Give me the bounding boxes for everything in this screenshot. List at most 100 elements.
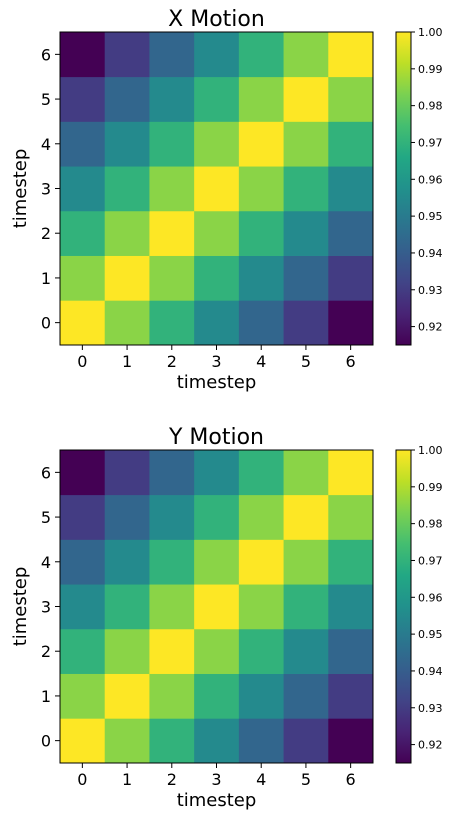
x-tick-label: 4 <box>256 352 266 371</box>
heatmap-cell-1-2 <box>104 628 150 674</box>
heatmap-cell-1-0 <box>104 718 150 764</box>
heatmap-cell-4-1 <box>238 255 284 301</box>
heatmap-cell-5-0 <box>283 300 329 346</box>
x-tick-label: 6 <box>346 352 356 371</box>
heatmap-cell-4-5 <box>238 494 284 540</box>
heatmap-cell-1-1 <box>104 673 150 719</box>
heatmap-cell-2-3 <box>149 166 195 212</box>
heatmap-cell-3-6 <box>194 32 240 78</box>
colorbar-tick-label: 0.95 <box>418 210 443 223</box>
heatmap-cell-4-1 <box>238 673 284 719</box>
heatmap-cell-5-2 <box>283 210 329 256</box>
heatmap-cell-3-0 <box>194 718 240 764</box>
heatmap-cell-1-5 <box>104 494 150 540</box>
heatmap-cell-5-1 <box>283 255 329 301</box>
heatmap-cell-4-2 <box>238 210 284 256</box>
x-tick-label: 6 <box>346 770 356 789</box>
colorbar-tick-label: 1.00 <box>418 444 443 457</box>
heatmap-cell-0-2 <box>60 628 106 674</box>
colorbar <box>395 31 412 346</box>
x-axis-label: timestep <box>177 372 257 393</box>
heatmap-cell-2-6 <box>149 32 195 78</box>
x-tick-label: 2 <box>167 770 177 789</box>
x-tick-label: 2 <box>167 352 177 371</box>
heatmap-cell-6-1 <box>328 673 374 719</box>
heatmap-cell-6-1 <box>328 255 374 301</box>
heatmap-cell-3-1 <box>194 255 240 301</box>
heatmap-cell-1-5 <box>104 76 150 122</box>
heatmap-cell-4-3 <box>238 584 284 630</box>
heatmap-cell-3-2 <box>194 628 240 674</box>
heatmap-cell-0-6 <box>60 450 106 496</box>
heatmap-cell-5-5 <box>283 76 329 122</box>
colorbar-tick-label: 0.99 <box>418 481 443 494</box>
colorbar-tick-label: 0.94 <box>418 247 443 260</box>
colorbar <box>395 449 412 764</box>
heatmap-cell-6-2 <box>328 210 374 256</box>
heatmap-cell-1-3 <box>104 166 150 212</box>
chart-title: X Motion <box>168 7 265 32</box>
heatmap-cell-0-0 <box>60 300 106 346</box>
heatmap-cell-0-0 <box>60 718 106 764</box>
y-tick-label: 2 <box>41 642 51 661</box>
heatmap-cell-5-1 <box>283 673 329 719</box>
y-tick-label: 4 <box>41 135 51 154</box>
x-motion-panel: X Motion 0 1 2 3 4 5 6 0 1 2 3 4 5 6 timestep timestep 0.… <box>10 7 443 393</box>
colorbar-tick-label: 0.94 <box>418 665 443 678</box>
y-axis-label: timestep <box>10 149 31 229</box>
colorbar-tick-label: 0.98 <box>418 518 443 531</box>
heatmap-cell-5-3 <box>283 166 329 212</box>
heatmap-cell-4-6 <box>238 450 284 496</box>
heatmap-cell-0-6 <box>60 32 106 78</box>
heatmap-cell-3-3 <box>194 166 240 212</box>
heatmap-cell-2-2 <box>149 628 195 674</box>
heatmap-cell-0-5 <box>60 76 106 122</box>
y-tick-label: 0 <box>41 314 51 333</box>
heatmap-cell-6-3 <box>328 166 374 212</box>
heatmap-cell-4-0 <box>238 300 284 346</box>
y-tick-label: 2 <box>41 224 51 243</box>
heatmap-cell-6-0 <box>328 718 374 764</box>
heatmap-cell-2-0 <box>149 300 195 346</box>
heatmap-cell-4-4 <box>238 121 284 167</box>
heatmap-cell-5-6 <box>283 450 329 496</box>
heatmap-cell-3-5 <box>194 494 240 540</box>
heatmap-cell-5-4 <box>283 539 329 585</box>
heatmap-cell-2-1 <box>149 255 195 301</box>
heatmap-cell-3-0 <box>194 300 240 346</box>
y-tick-label: 4 <box>41 553 51 572</box>
y-tick-label: 6 <box>41 463 51 482</box>
heatmap-cell-5-2 <box>283 628 329 674</box>
y-tick-label: 3 <box>41 598 51 617</box>
heatmap-cell-1-0 <box>104 300 150 346</box>
heatmap-cell-5-4 <box>283 121 329 167</box>
heatmap-cell-3-5 <box>194 76 240 122</box>
heatmap-cell-5-0 <box>283 718 329 764</box>
heatmap-cell-0-1 <box>60 673 106 719</box>
heatmap-cell-4-3 <box>238 166 284 212</box>
x-axis-label: timestep <box>177 790 257 811</box>
heatmap-cell-4-4 <box>238 539 284 585</box>
x-tick-label: 5 <box>301 352 311 371</box>
heatmap-cell-2-5 <box>149 76 195 122</box>
colorbar-tick-label: 0.95 <box>418 628 443 641</box>
heatmap-cell-1-3 <box>104 584 150 630</box>
heatmap-cell-1-1 <box>104 255 150 301</box>
heatmap-cell-0-1 <box>60 255 106 301</box>
y-tick-label: 0 <box>41 732 51 751</box>
heatmap-cell-1-6 <box>104 32 150 78</box>
heatmap-cell-5-3 <box>283 584 329 630</box>
heatmap-cell-3-1 <box>194 673 240 719</box>
heatmap-cell-3-2 <box>194 210 240 256</box>
colorbar-tick-label: 0.96 <box>418 591 443 604</box>
y-tick-label: 5 <box>41 508 51 527</box>
heatmap-cell-4-0 <box>238 718 284 764</box>
heatmap-cell-0-4 <box>60 121 106 167</box>
heatmap-cell-0-2 <box>60 210 106 256</box>
heatmap-cell-4-2 <box>238 628 284 674</box>
colorbar-tick-label: 0.96 <box>418 173 443 186</box>
y-tick-label: 1 <box>41 269 51 288</box>
x-tick-label: 1 <box>122 770 132 789</box>
heatmap-cell-1-4 <box>104 121 150 167</box>
heatmap-cell-3-4 <box>194 539 240 585</box>
